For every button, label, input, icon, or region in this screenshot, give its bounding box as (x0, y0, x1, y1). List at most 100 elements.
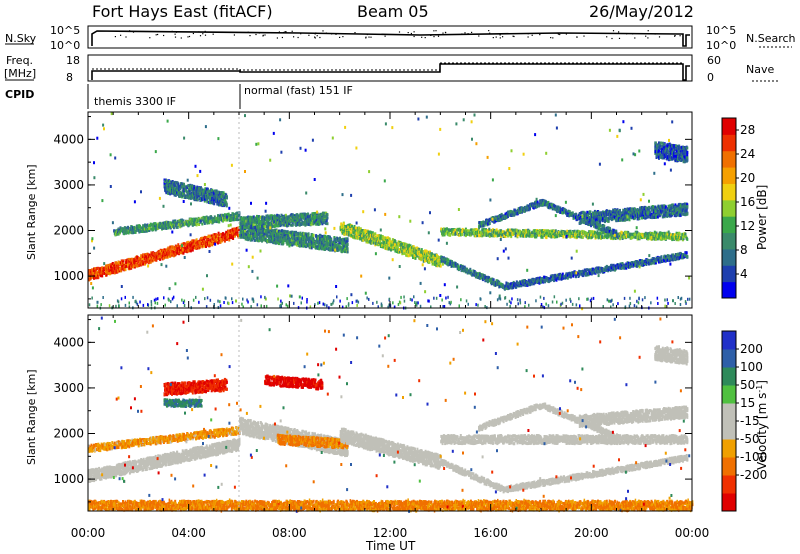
nsearch-dot (647, 37, 648, 38)
range-cell (347, 250, 349, 253)
nsearch-dot (293, 36, 294, 37)
nsearch-dot (680, 35, 681, 36)
nsearch-dot (528, 33, 529, 34)
nsearch-dot (513, 36, 514, 37)
range-cell (307, 213, 309, 216)
nsearch-dot (115, 36, 116, 37)
nsearch-dot (414, 31, 415, 32)
nsearch-dot (298, 37, 299, 38)
range-cell (191, 218, 193, 221)
nsearch-dot (370, 37, 371, 38)
range-cell (347, 237, 349, 240)
range-cell (327, 217, 329, 220)
range-cell (446, 227, 448, 230)
nsearch-dot (583, 36, 584, 37)
nsearch-dot (461, 33, 462, 34)
range-cell (347, 247, 349, 250)
nsearch-dot (193, 33, 194, 34)
nsearch-dot (200, 35, 201, 36)
range-cell (217, 214, 219, 217)
range-cell (449, 234, 451, 237)
nsearch-dot (414, 36, 415, 37)
nsearch-dot (558, 34, 559, 35)
range-cell (223, 191, 225, 194)
range-cell (226, 219, 228, 222)
freq-tick-high: 18 (66, 54, 80, 67)
nsearch-dot (442, 33, 443, 34)
nsearch-dot (172, 31, 173, 32)
nsearch-dot (205, 35, 206, 36)
nsearch-dot (335, 34, 336, 35)
nsearch-dot (175, 37, 176, 38)
nsearch-dot (606, 36, 607, 37)
nsearch-dot (367, 34, 368, 35)
range-cell (197, 198, 199, 201)
nsearch-dot (435, 30, 436, 31)
nsearch-dot (430, 35, 431, 36)
range-cell (440, 265, 442, 268)
cpid-segment-2: normal (fast) 151 IF (244, 84, 353, 97)
nsearch-dot (189, 36, 190, 37)
range-cell (300, 223, 302, 226)
nsearch-dot (259, 32, 260, 33)
nsearch-dot (234, 34, 235, 35)
nsearch-dot (445, 32, 446, 33)
range-cell (461, 233, 463, 236)
range-cell (182, 252, 184, 255)
range-cell (320, 234, 322, 237)
range-cell (476, 234, 478, 237)
range-cell (213, 202, 215, 205)
nsearch-dot (308, 35, 309, 36)
nsearch-dot (539, 34, 540, 35)
date-label: 26/May/2012 (589, 2, 694, 21)
nsearch-dot (314, 37, 315, 38)
nsearch-dot (181, 37, 182, 38)
freq-tick-low: 8 (66, 71, 73, 84)
nsearch-dot (202, 33, 203, 34)
nsearch-dot (613, 30, 614, 31)
nsearch-dot (133, 32, 134, 33)
range-cell (513, 229, 515, 232)
nsearch-dot (632, 33, 633, 34)
cpid-segment-1: themis 3300 IF (94, 95, 176, 108)
range-cell (201, 223, 203, 226)
nsearch-dot (489, 33, 490, 34)
beam-label: Beam 05 (357, 2, 429, 21)
nsearch-dot (438, 36, 439, 37)
cpid-label: CPID (5, 88, 34, 101)
noise-tick-right-high: 10^5 (706, 24, 736, 37)
range-cell (264, 225, 266, 228)
nsky-label: N.Sky (5, 32, 37, 45)
noise-tick-left-high: 10^5 (50, 24, 80, 37)
nave-tick-high: 60 (707, 54, 721, 67)
nsearch-dot (532, 35, 533, 36)
range-cell (342, 232, 344, 235)
nsearch-dot (339, 37, 340, 38)
noise-panel-frame (88, 26, 692, 48)
nsearch-dot (618, 31, 619, 32)
range-cell (282, 224, 284, 227)
nsearch-dot (619, 38, 620, 39)
range-cell (204, 236, 206, 239)
range-cell (542, 236, 544, 239)
nsearch-dot (163, 35, 164, 36)
range-cell (206, 200, 208, 203)
nsearch-dot (326, 33, 327, 34)
nsearch-dot (368, 37, 369, 38)
range-cell (327, 213, 329, 216)
range-cell (224, 240, 226, 243)
nsearch-dot (488, 30, 489, 31)
nsearch-dot (205, 31, 206, 32)
freq-unit-label: [MHz] (4, 67, 36, 80)
range-cell (211, 243, 213, 246)
nsearch-dot (365, 37, 366, 38)
nsearch-dot (500, 34, 501, 35)
nsearch-dot (559, 34, 560, 35)
nsearch-dot (198, 31, 199, 32)
power-data-cells (88, 112, 690, 310)
range-cell (326, 247, 328, 250)
range-cell (298, 232, 300, 235)
range-cell (226, 204, 228, 207)
nsearch-dot (292, 31, 293, 32)
